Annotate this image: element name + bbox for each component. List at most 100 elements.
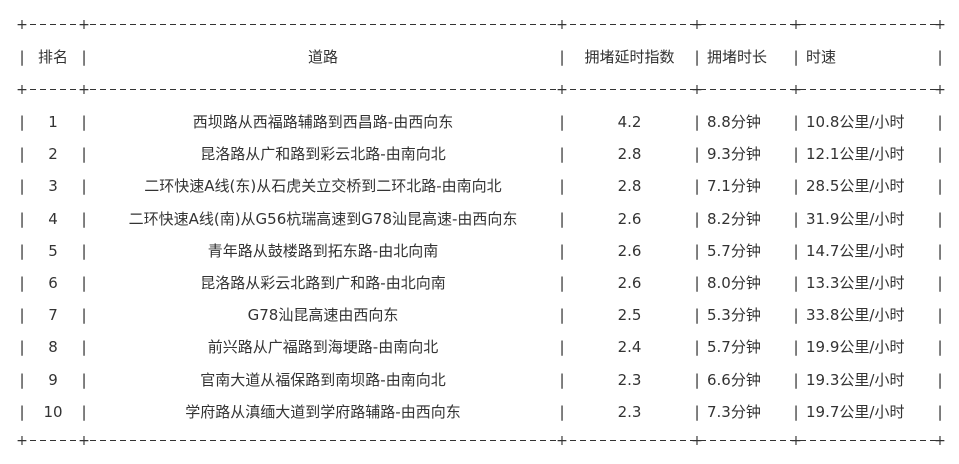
table-divider: | (559, 241, 565, 260)
cell-speed: 13.3公里/小时 (806, 274, 905, 292)
header-congestion-duration: 拥堵时长 (707, 48, 768, 66)
table-divider: | (694, 306, 700, 325)
table-corner: + (691, 81, 703, 98)
table-divider: | (559, 145, 565, 164)
table-divider: | (694, 113, 700, 131)
cell-delay-index: 2.6 (617, 241, 642, 260)
cell-congestion-duration: 8.8分钟 (707, 113, 761, 131)
table-divider: | (81, 177, 87, 196)
header-speed: 时速 (806, 48, 837, 66)
cell-speed: 12.1公里/小时 (806, 145, 905, 164)
cell-road: 学府路从滇缅大道到学府路辅路-由西向东 (185, 402, 461, 421)
table-border-line (20, 440, 942, 441)
cell-congestion-duration: 5.7分钟 (707, 241, 761, 260)
table-divider: | (19, 209, 25, 228)
table-divider: | (937, 48, 943, 66)
table-corner: + (16, 81, 28, 98)
table-divider: | (19, 145, 25, 164)
cell-speed: 10.8公里/小时 (806, 113, 905, 131)
table-divider: | (694, 274, 700, 292)
table-divider: | (937, 241, 943, 260)
table-corner: + (556, 432, 568, 449)
cell-rank: 8 (48, 338, 58, 357)
table-divider: | (694, 241, 700, 260)
table-divider: | (793, 370, 799, 389)
cell-road: 昆洛路从广和路到彩云北路-由南向北 (200, 145, 446, 164)
table-divider: | (19, 274, 25, 292)
cell-congestion-duration: 9.3分钟 (707, 145, 761, 164)
table-divider: | (559, 306, 565, 325)
cell-road: 二环快速A线(东)从石虎关立交桥到二环北路-由南向北 (144, 177, 502, 196)
cell-congestion-duration: 5.7分钟 (707, 338, 761, 357)
table-divider: | (937, 177, 943, 196)
table-divider: | (937, 306, 943, 325)
table-corner: + (691, 16, 703, 33)
table-divider: | (559, 402, 565, 421)
table-divider: | (793, 338, 799, 357)
table-divider: | (937, 113, 943, 131)
table-divider: | (559, 177, 565, 196)
table-divider: | (694, 48, 700, 66)
cell-rank: 10 (43, 402, 63, 421)
cell-speed: 19.3公里/小时 (806, 370, 905, 389)
table-divider: | (559, 338, 565, 357)
cell-delay-index: 2.3 (617, 402, 642, 421)
table-corner: + (790, 81, 802, 98)
table-row: | | | | | | 1 西坝路从西福路辅路到西昌路-由西向东 4.2 8.8分钟 10.8公里/… (0, 110, 959, 134)
cell-delay-index: 2.4 (617, 338, 642, 357)
table-divider: | (694, 370, 700, 389)
table-divider: | (559, 370, 565, 389)
cell-delay-index: 2.3 (617, 370, 642, 389)
cell-congestion-duration: 8.0分钟 (707, 274, 761, 292)
table-corner: + (934, 81, 946, 98)
cell-road: 官南大道从福保路到南坝路-由南向北 (200, 370, 446, 389)
table-divider: | (81, 370, 87, 389)
table-divider: | (81, 241, 87, 260)
cell-road: G78汕昆高速由西向东 (247, 306, 399, 325)
table-divider: | (19, 177, 25, 196)
table-row: | | | | | | 2 昆洛路从广和路到彩云北路-由南向北 2.8 9.3分钟 12.1公里/小… (0, 142, 959, 166)
table-divider: | (793, 402, 799, 421)
table-corner: + (790, 16, 802, 33)
table-divider: | (19, 338, 25, 357)
table-corner: + (16, 16, 28, 33)
cell-rank: 1 (48, 113, 58, 131)
table-corner: + (934, 432, 946, 449)
table-border-line (20, 24, 942, 25)
table-divider: | (937, 402, 943, 421)
table-divider: | (937, 370, 943, 389)
table-divider: | (793, 177, 799, 196)
cell-delay-index: 2.6 (617, 274, 642, 292)
table-divider: | (81, 402, 87, 421)
cell-road: 昆洛路从彩云北路到广和路-由北向南 (200, 274, 446, 292)
cell-rank: 5 (48, 241, 58, 260)
table-row: | | | | | | 8 前兴路从广福路到海埂路-由南向北 2.4 5.7分钟 19.9公里/小时 (0, 335, 959, 359)
table-divider: | (694, 177, 700, 196)
header-rank: 排名 (37, 48, 68, 66)
cell-speed: 28.5公里/小时 (806, 177, 905, 196)
cell-rank: 4 (48, 209, 58, 228)
cell-delay-index: 2.8 (617, 145, 642, 164)
table-corner: + (691, 432, 703, 449)
cell-speed: 31.9公里/小时 (806, 209, 905, 228)
table-corner: + (556, 16, 568, 33)
table-divider: | (81, 48, 87, 66)
table-corner: + (934, 16, 946, 33)
table-divider: | (559, 48, 565, 66)
cell-rank: 7 (48, 306, 58, 325)
table-divider: | (19, 48, 25, 66)
table-row: | | | | | | 4 二环快速A线(南)从G56杭瑞高速到G78汕昆高速-由西向东 2.6… (0, 207, 959, 231)
table-corner: + (78, 432, 90, 449)
table-divider: | (937, 145, 943, 164)
cell-rank: 6 (48, 274, 58, 292)
table-divider: | (793, 274, 799, 292)
cell-congestion-duration: 5.3分钟 (707, 306, 761, 325)
cell-congestion-duration: 7.3分钟 (707, 402, 761, 421)
table-divider: | (937, 338, 943, 357)
table-divider: | (793, 48, 799, 66)
table-divider: | (19, 113, 25, 131)
cell-speed: 33.8公里/小时 (806, 306, 905, 325)
table-divider: | (19, 306, 25, 325)
table-divider: | (559, 113, 565, 131)
cell-rank: 2 (48, 145, 58, 164)
